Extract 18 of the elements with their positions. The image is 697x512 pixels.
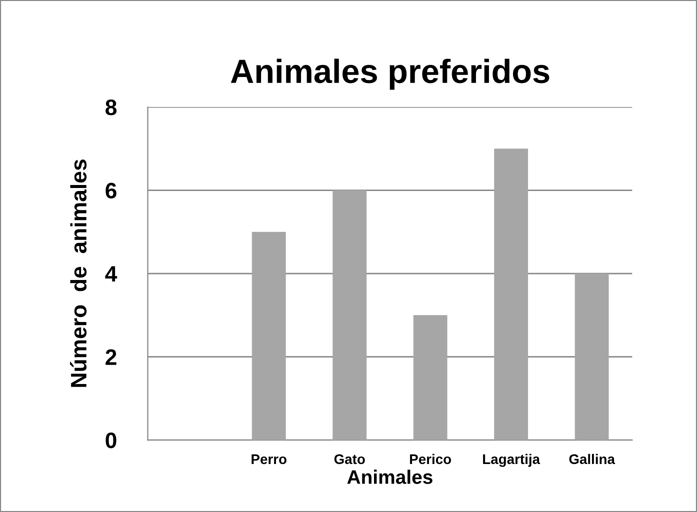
x-tick-label: Perico	[410, 454, 452, 464]
y-axis-title: Número de animales	[70, 160, 87, 387]
x-tick-label: Perro	[252, 454, 286, 464]
x-tick-label: Gato	[334, 454, 365, 464]
chart-title: Animales preferidos	[230, 58, 550, 90]
bar	[252, 232, 286, 440]
bar	[574, 274, 609, 440]
y-tick-label: 0	[106, 432, 116, 448]
bar	[413, 315, 448, 440]
y-tick-label: 8	[106, 100, 117, 116]
bar	[332, 190, 367, 440]
x-tick-label: Lagartija	[483, 454, 540, 467]
bar	[494, 148, 528, 440]
y-tick-label: 2	[106, 349, 116, 365]
x-axis-title: Animales	[347, 470, 432, 484]
y-tick-label: 4	[105, 266, 118, 282]
y-tick-label: 6	[106, 182, 116, 199]
x-tick-label: Gallina	[569, 454, 616, 464]
